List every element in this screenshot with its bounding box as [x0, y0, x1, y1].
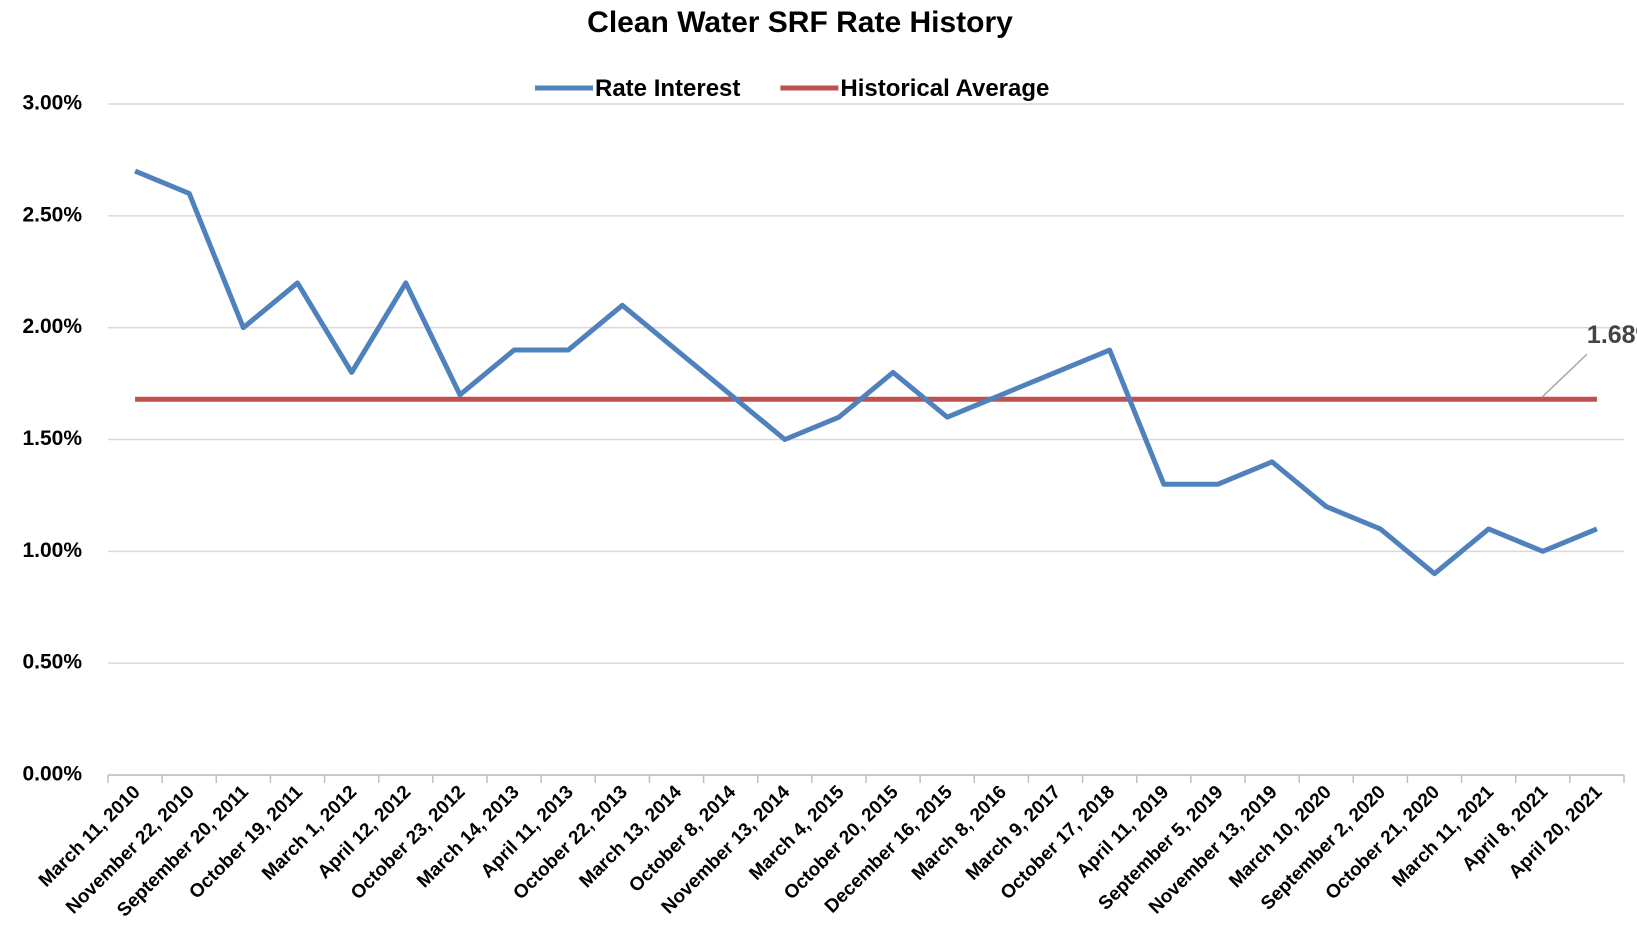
x-tick-label: March 4, 2015: [745, 781, 848, 884]
legend-label: Rate Interest: [595, 75, 740, 102]
y-tick-label: 0.00%: [22, 763, 82, 786]
x-tick-label: April 12, 2012: [314, 782, 415, 883]
y-tick-label: 1.00%: [22, 539, 82, 562]
chart-title: Clean Water SRF Rate History: [587, 6, 1013, 39]
legend-label: Historical Average: [840, 75, 1049, 102]
x-tick-label: April 11, 2019: [1073, 782, 1174, 883]
y-tick-label: 1.50%: [22, 427, 82, 450]
x-tick-label: March 9, 2017: [962, 782, 1065, 885]
y-tick-label: 0.50%: [22, 651, 82, 674]
y-tick-label: 3.00%: [22, 92, 82, 115]
y-tick-label: 2.00%: [22, 315, 82, 338]
x-tick-label: March 1, 2012: [258, 782, 361, 885]
series-line: [134, 168, 1598, 577]
data-label: 1.68%: [1587, 321, 1637, 349]
x-tick-label: March 8, 2016: [908, 782, 1011, 885]
y-tick-label: 2.50%: [22, 203, 82, 226]
x-tick-label: April 20, 2021: [1505, 781, 1607, 883]
x-tick-label: April 11, 2013: [477, 782, 578, 883]
annotation-leader: [1541, 353, 1588, 398]
